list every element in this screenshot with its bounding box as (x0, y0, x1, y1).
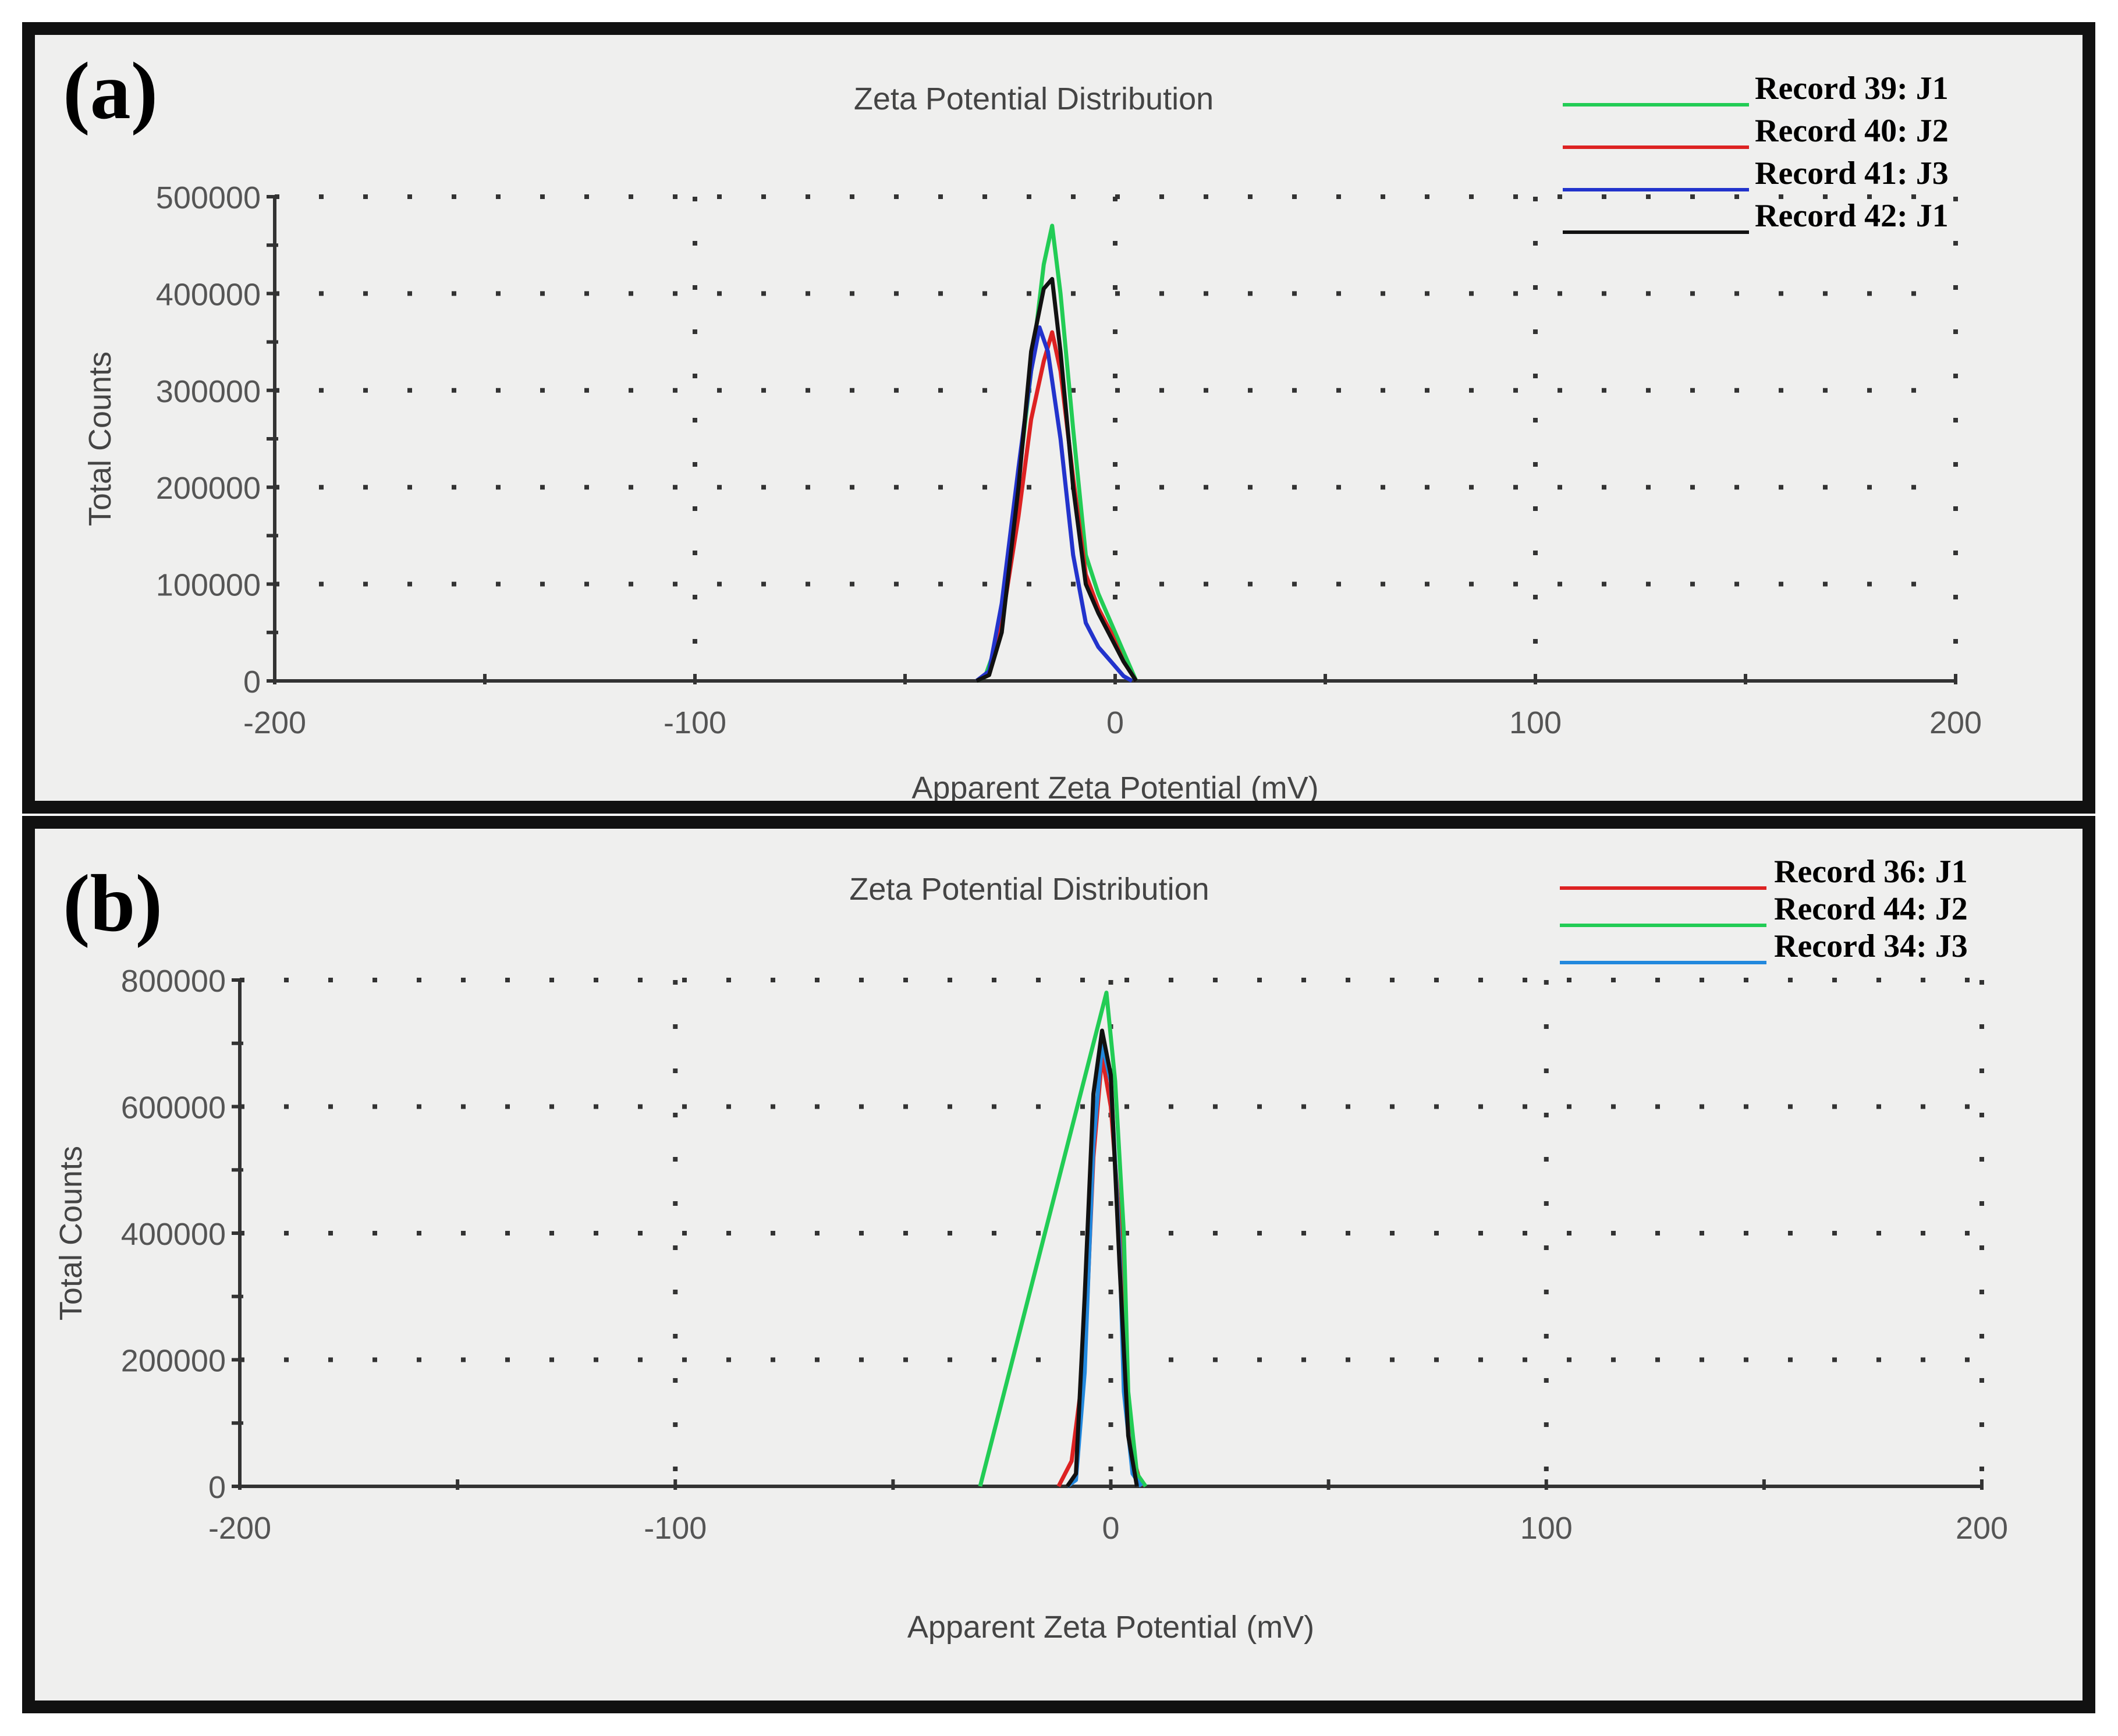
legend-entry-3: Record 34: J3 (1774, 928, 1968, 964)
x-axis-label: Apparent Zeta Potential (mV) (911, 771, 1318, 801)
y-tick-label: 500000 (156, 180, 261, 215)
y-tick-label: 200000 (121, 1344, 226, 1379)
panel-label-a: (a) (63, 46, 158, 136)
y-axis-label: Total Counts (54, 1146, 88, 1320)
x-tick-label: -100 (664, 705, 726, 740)
legend-entry-4: Record 42: J1 (1755, 198, 1949, 234)
y-axis-label: Total Counts (83, 352, 118, 526)
x-tick-label: 200 (1929, 705, 1982, 740)
x-tick-label: 0 (1102, 1511, 1119, 1546)
legend-entry-3: Record 41: J3 (1755, 155, 1949, 191)
chart-title: Zeta Potential Distribution (854, 81, 1214, 116)
zeta-chart-a: Zeta Potential Distribution -200 -100 0 100 2… (83, 70, 1982, 801)
y-tick-label: 400000 (121, 1217, 226, 1252)
legend-entry-2: Record 40: J2 (1755, 113, 1949, 149)
y-tick-label: 400000 (156, 277, 261, 312)
x-tick-label: -200 (243, 705, 306, 740)
legend-entry-2: Record 44: J2 (1774, 891, 1968, 927)
y-tick-label: 800000 (121, 964, 226, 999)
x-tick-label: 100 (1509, 705, 1562, 740)
chart-title: Zeta Potential Distribution (849, 872, 1209, 907)
x-tick-label: 100 (1520, 1511, 1573, 1546)
x-tick-label: -200 (208, 1511, 271, 1546)
chart-panel-a: (a) Zeta Potential Distribution -200 -100 0… (22, 22, 2095, 814)
zeta-chart-b: Zeta Potential Distribution -200 -100 0 100 2… (54, 854, 2008, 1645)
x-tick-label: -100 (644, 1511, 707, 1546)
y-tick-label: 100000 (156, 568, 261, 603)
series-line-4 (975, 276, 1138, 683)
y-tick-label: 0 (208, 1470, 226, 1505)
chart-panel-b: (b) Zeta Potential Distribution -200 -100 0… (22, 816, 2095, 1713)
panel-label-b: (b) (63, 858, 163, 949)
x-tick-label: 200 (1956, 1511, 2008, 1546)
y-tick-label: 600000 (121, 1091, 226, 1126)
series-line-4 (1065, 1028, 1139, 1488)
series-line-3 (975, 325, 1133, 683)
y-tick-label: 300000 (156, 374, 261, 409)
x-axis-label: Apparent Zeta Potential (mV) (907, 1610, 1314, 1645)
y-tick-label: 200000 (156, 471, 261, 506)
x-tick-label: 0 (1106, 705, 1124, 740)
legend-entry-1: Record 39: J1 (1755, 70, 1949, 106)
legend-entry-1: Record 36: J1 (1774, 854, 1968, 890)
series-line-2 (978, 991, 1148, 1488)
y-tick-label: 0 (243, 665, 261, 700)
